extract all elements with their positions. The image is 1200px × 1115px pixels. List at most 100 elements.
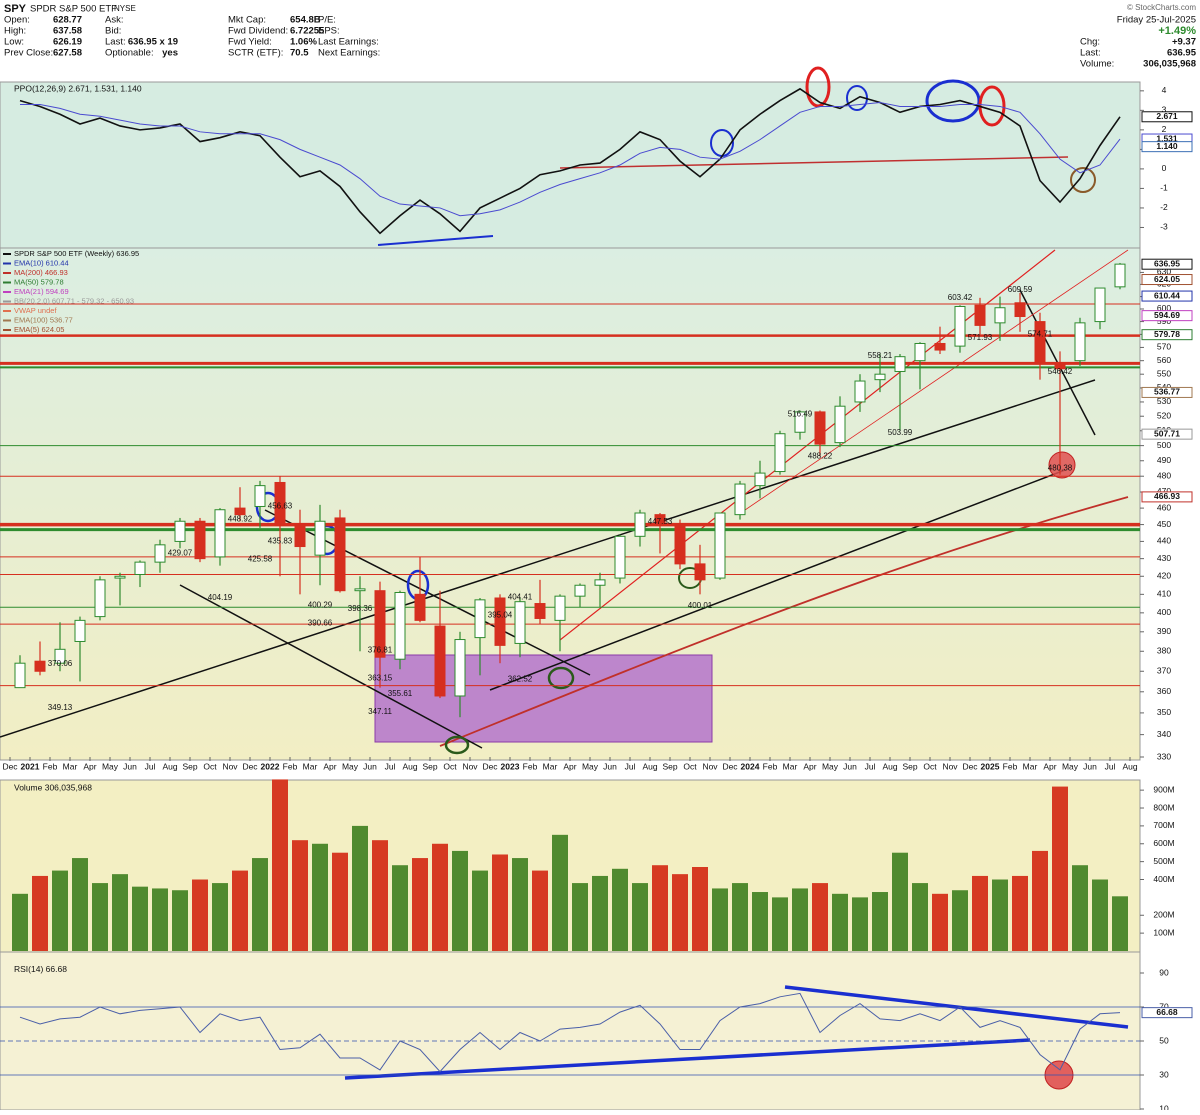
candle-body (214, 509, 226, 558)
y-tick-label: 520 (1157, 410, 1171, 420)
volume-bar (352, 825, 368, 951)
field-value: yes (162, 48, 178, 59)
x-tick-label: Mar (783, 761, 798, 771)
candle-body (1014, 302, 1026, 318)
y-tick-label: 50 (1159, 1035, 1169, 1045)
price-annotation: 349.13 (48, 703, 73, 712)
price-annotation: 603.42 (948, 293, 973, 302)
summary-value: 306,035,968 (1143, 59, 1196, 70)
field-label: Mkt Cap: (228, 15, 266, 26)
y-tick-label: -1 (1160, 183, 1168, 193)
legend-entry: EMA(100) 536.77 (14, 315, 73, 324)
x-tick-label: Dec (2, 761, 18, 771)
x-tick-label: Oct (443, 761, 457, 771)
x-tick-label: 2023 (501, 761, 520, 771)
candle-body (594, 579, 606, 586)
candle-body (674, 524, 686, 565)
candle-body (114, 575, 126, 579)
x-tick-label: Feb (1003, 761, 1018, 771)
candle-body (334, 517, 346, 592)
candle-body (894, 356, 906, 372)
candle-body (254, 485, 266, 507)
y-tick-label: 360 (1157, 686, 1171, 696)
x-tick-label: Jul (625, 761, 636, 771)
x-tick-label: May (582, 761, 599, 771)
price-annotation: 347.11 (368, 707, 392, 716)
exchange: NYSE (114, 4, 136, 13)
candle-body (94, 579, 106, 618)
x-tick-label: Jul (1105, 761, 1116, 771)
price-annotation: 488.22 (808, 452, 833, 461)
volume-bar (232, 870, 248, 951)
volume-bar (772, 897, 788, 951)
volume-bar (192, 879, 208, 951)
volume-bar (1052, 786, 1068, 951)
volume-bar (332, 852, 348, 951)
field-label: Fwd Yield: (228, 37, 272, 48)
y-tick-label: 0 (1162, 163, 1167, 173)
x-tick-label: Sep (182, 761, 197, 771)
x-tick-label: Aug (162, 761, 177, 771)
y-tick-label: 370 (1157, 666, 1171, 676)
volume-bar (572, 883, 588, 951)
value-marker-label: 579.78 (1154, 329, 1180, 339)
circle (1070, 167, 1096, 193)
price-annotation: 571.93 (968, 333, 993, 342)
x-tick-label: Mar (303, 761, 318, 771)
panel-title: RSI(14) 66.68 (14, 964, 67, 974)
candle-body (1114, 263, 1126, 288)
candle-body (734, 483, 746, 516)
volume-bar (92, 883, 108, 951)
volume-bar (1072, 865, 1088, 951)
x-tick-label: 2025 (981, 761, 1000, 771)
field-value: 626.19 (53, 37, 82, 48)
volume-bar (1092, 879, 1108, 951)
circle (805, 66, 831, 108)
price-annotation: 404.41 (508, 593, 533, 602)
candle-body (274, 481, 286, 526)
x-tick-label: Apr (1043, 761, 1056, 771)
value-marker (1141, 428, 1193, 440)
volume-bar (552, 834, 568, 951)
change-pct: +1.49% (1158, 25, 1196, 37)
candle-body (394, 592, 406, 660)
value-marker (1141, 386, 1193, 398)
x-tick-label: Nov (222, 761, 238, 771)
volume-bar (172, 890, 188, 951)
x-tick-label: Nov (942, 761, 958, 771)
y-tick-label: 630 (1157, 267, 1171, 277)
y-tick-label: 350 (1157, 707, 1171, 717)
candle-body (134, 561, 146, 575)
y-tick-label: 340 (1157, 729, 1171, 739)
x-tick-label: Jun (1083, 761, 1097, 771)
y-tick-label: 500M (1153, 856, 1174, 866)
volume-bar (712, 888, 728, 951)
trendline (559, 249, 1056, 641)
y-tick-label: 400 (1157, 607, 1171, 617)
summary-label: Volume: (1080, 59, 1114, 70)
volume-bar (672, 874, 688, 951)
y-tick-label: 3 (1162, 105, 1167, 115)
y-tick-label: 490 (1157, 455, 1171, 465)
volume-bar (992, 879, 1008, 951)
value-marker-label: 466.93 (1154, 491, 1180, 501)
y-tick-label: 900M (1153, 784, 1174, 794)
x-tick-label: Aug (1122, 761, 1137, 771)
field-value: 636.95 x 19 (128, 37, 178, 48)
x-tick-label: Mar (1023, 761, 1038, 771)
volume-bar (252, 858, 268, 951)
volume-bar (292, 840, 308, 951)
series-line (19, 992, 1121, 1073)
y-tick-label: 700M (1153, 820, 1174, 830)
candle-body (494, 597, 506, 646)
candle-body (294, 524, 306, 548)
y-tick-label: 500 (1157, 440, 1171, 450)
x-tick-label: Jun (843, 761, 857, 771)
y-tick-label: 380 (1157, 646, 1171, 656)
value-marker (1141, 274, 1193, 286)
candle-body (794, 411, 806, 433)
price-annotation: 400.29 (308, 600, 333, 609)
x-tick-label: Jun (603, 761, 617, 771)
value-marker-label: 594.69 (1154, 310, 1180, 320)
volume-bar (912, 883, 928, 951)
